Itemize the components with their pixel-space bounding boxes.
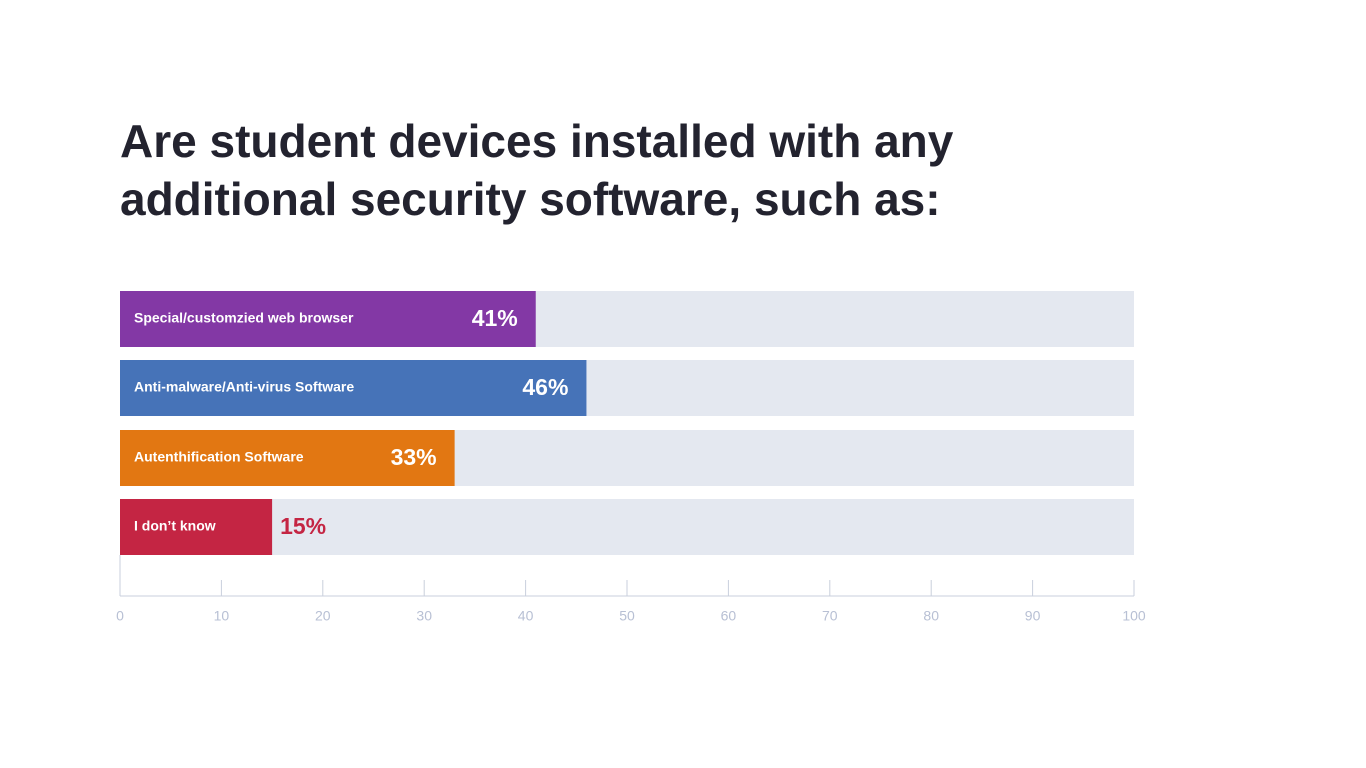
bar xyxy=(120,291,536,347)
x-tick-label: 70 xyxy=(822,608,838,624)
category-label: Special/customzied web browser xyxy=(134,310,354,326)
value-label: 33% xyxy=(391,444,437,470)
x-tick-label: 10 xyxy=(214,608,230,624)
bar xyxy=(120,430,455,486)
bar xyxy=(120,360,587,416)
category-label: I don’t know xyxy=(134,518,216,534)
category-label: Anti-malware/Anti-virus Software xyxy=(134,379,354,395)
bar xyxy=(120,499,273,555)
chart-title: Are student devices installed with any a… xyxy=(120,115,954,225)
value-label: 15% xyxy=(280,513,326,539)
x-tick-label: 40 xyxy=(518,608,534,624)
x-tick-label: 100 xyxy=(1122,608,1146,624)
x-tick-label: 60 xyxy=(721,608,737,624)
bar-track xyxy=(120,499,1134,555)
x-tick-label: 80 xyxy=(923,608,939,624)
x-tick-label: 0 xyxy=(116,608,124,624)
value-label: 41% xyxy=(472,305,518,331)
x-tick-label: 90 xyxy=(1025,608,1041,624)
x-tick-label: 50 xyxy=(619,608,635,624)
x-tick-label: 30 xyxy=(416,608,432,624)
x-tick-label: 20 xyxy=(315,608,331,624)
category-label: Autenthification Software xyxy=(134,449,304,465)
value-label: 46% xyxy=(522,374,568,400)
